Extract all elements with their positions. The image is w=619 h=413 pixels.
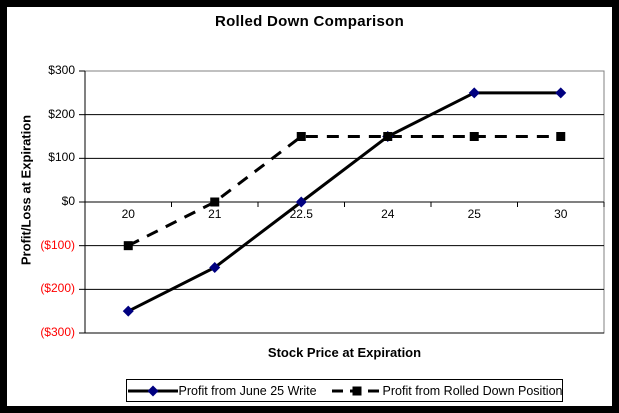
marker-diamond — [468, 87, 480, 99]
marker-diamond — [295, 196, 307, 208]
y-tick-label: ($100) — [40, 237, 75, 252]
y-tick-label: $0 — [61, 194, 75, 208]
legend-label-june-25-write: Profit from June 25 Write — [178, 383, 317, 398]
marker-diamond — [122, 305, 134, 317]
x-tick-label: 21 — [208, 207, 222, 221]
y-tick-label: ($200) — [40, 281, 75, 296]
marker-square — [296, 132, 306, 141]
legend-dashed-line-square-icon — [331, 386, 382, 395]
y-tick-label: $200 — [48, 106, 75, 121]
legend-item-rolled-down: Profit from Rolled Down Position — [331, 383, 563, 398]
chart-title: Rolled Down Comparison — [214, 13, 405, 30]
x-tick-label: 25 — [467, 207, 481, 221]
x-tick-label: 22.5 — [289, 207, 313, 221]
x-tick-label: 24 — [381, 207, 395, 221]
x-axis-title: Stock Price at Expiration — [267, 345, 422, 360]
marker-square — [123, 241, 133, 251]
legend-solid-line-diamond-icon — [127, 385, 178, 396]
legend-label-rolled-down: Profit from Rolled Down Position — [382, 383, 563, 398]
x-tick-label: 20 — [121, 207, 135, 221]
legend-item-june-25-write: Profit from June 25 Write — [127, 384, 317, 398]
series-line-1 — [127, 135, 561, 248]
marker-square — [210, 197, 220, 207]
y-tick-label: $300 — [48, 63, 75, 77]
y-tick-label: ($300) — [40, 325, 75, 339]
series-line-0 — [127, 91, 561, 313]
marker-square — [383, 132, 393, 141]
marker-square — [556, 132, 566, 141]
y-tick-label: $100 — [48, 150, 75, 165]
x-tick-label: 30 — [554, 207, 568, 221]
legend: Profit from June 25 Write Profit from Ro… — [126, 379, 563, 402]
marker-square — [469, 132, 479, 141]
marker-diamond — [555, 87, 567, 99]
marker-diamond — [209, 262, 221, 273]
